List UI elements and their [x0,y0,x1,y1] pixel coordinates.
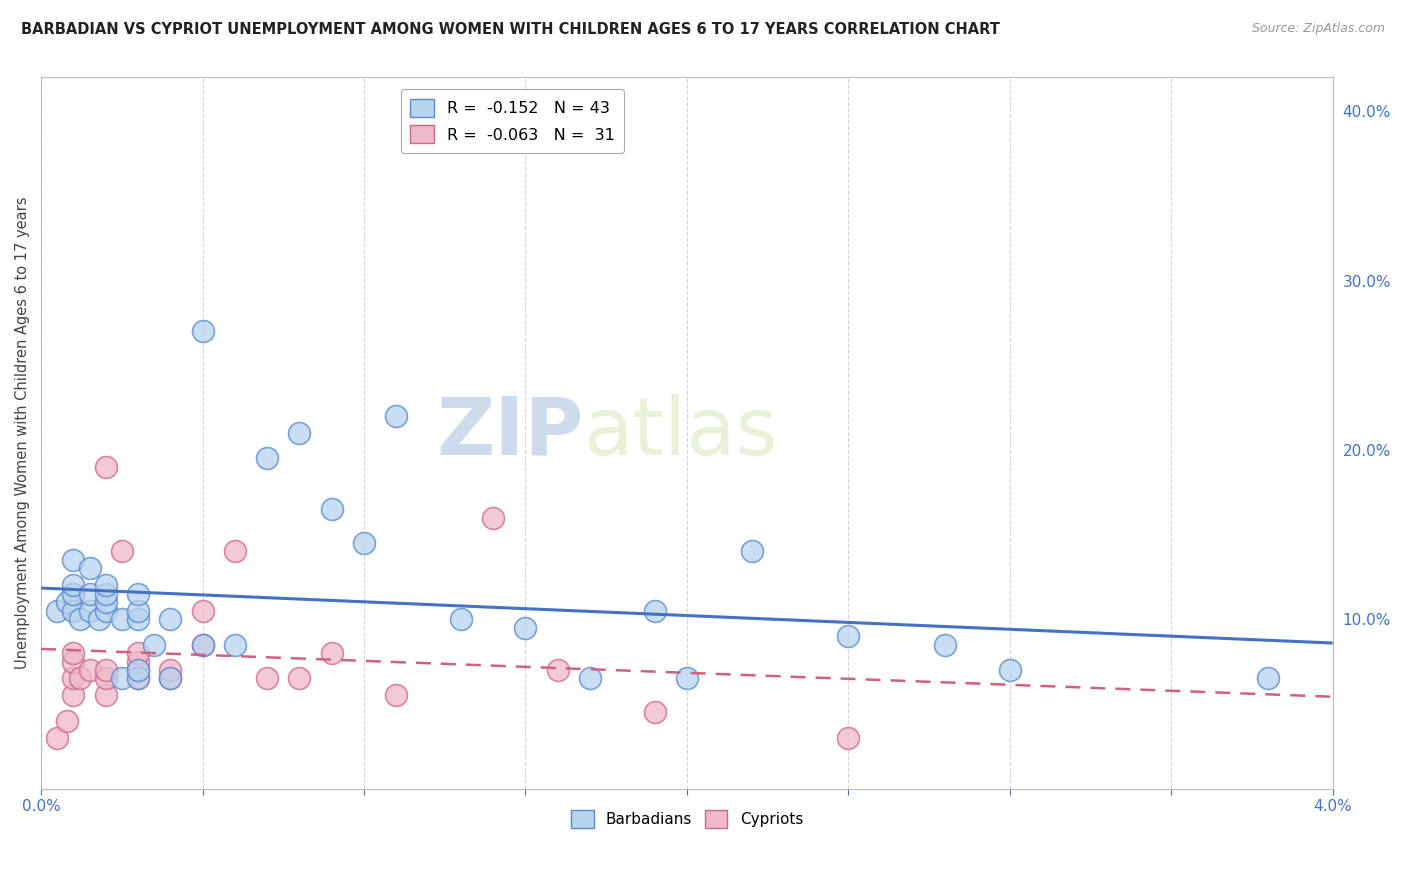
Point [62,578,84,592]
Point [547,663,569,677]
Point [56,595,79,609]
Point [62,689,84,703]
Point [644,706,666,720]
Point [79,561,101,575]
Point [256,672,278,686]
Point [69,672,91,686]
Point [46,731,69,745]
Point [127,663,149,677]
Point [127,646,149,660]
Point [224,638,246,652]
Point [62,587,84,601]
Point [56,714,79,728]
Point [288,425,311,440]
Point [94,587,117,601]
Point [321,502,343,516]
Point [191,638,214,652]
Point [62,553,84,567]
Point [62,672,84,686]
Text: ZIP: ZIP [436,394,583,472]
Y-axis label: Unemployment Among Women with Children Ages 6 to 17 years: Unemployment Among Women with Children A… [15,197,30,669]
Text: atlas: atlas [583,394,778,472]
Point [288,672,311,686]
Point [62,655,84,669]
Point [111,672,134,686]
Point [482,510,505,524]
Point [127,587,149,601]
Point [127,672,149,686]
Point [191,604,214,618]
Point [515,621,537,635]
Point [837,629,859,643]
Point [79,587,101,601]
Point [256,451,278,466]
Point [159,663,181,677]
Point [94,578,117,592]
Point [89,612,111,626]
Point [62,587,84,601]
Point [127,672,149,686]
Point [450,612,472,626]
Point [191,638,214,652]
Point [46,604,69,618]
Point [94,663,117,677]
Point [934,638,956,652]
Point [94,604,117,618]
Point [998,663,1021,677]
Point [159,672,181,686]
Point [1257,672,1279,686]
Point [79,604,101,618]
Point [127,655,149,669]
Point [159,612,181,626]
Point [94,689,117,703]
Text: BARBADIAN VS CYPRIOT UNEMPLOYMENT AMONG WOMEN WITH CHILDREN AGES 6 TO 17 YEARS C: BARBADIAN VS CYPRIOT UNEMPLOYMENT AMONG … [21,22,1000,37]
Point [321,646,343,660]
Point [127,663,149,677]
Point [127,612,149,626]
Point [127,604,149,618]
Point [741,544,763,558]
Point [676,672,699,686]
Point [111,612,134,626]
Point [353,536,375,550]
Point [94,595,117,609]
Point [79,663,101,677]
Point [385,689,408,703]
Point [224,544,246,558]
Point [62,646,84,660]
Point [143,638,166,652]
Point [94,672,117,686]
Text: Source: ZipAtlas.com: Source: ZipAtlas.com [1251,22,1385,36]
Point [579,672,602,686]
Point [385,409,408,423]
Point [644,604,666,618]
Point [62,604,84,618]
Point [111,544,134,558]
Point [837,731,859,745]
Point [159,672,181,686]
Legend: Barbadians, Cypriots: Barbadians, Cypriots [565,805,810,834]
Point [94,459,117,474]
Point [191,325,214,339]
Point [69,612,91,626]
